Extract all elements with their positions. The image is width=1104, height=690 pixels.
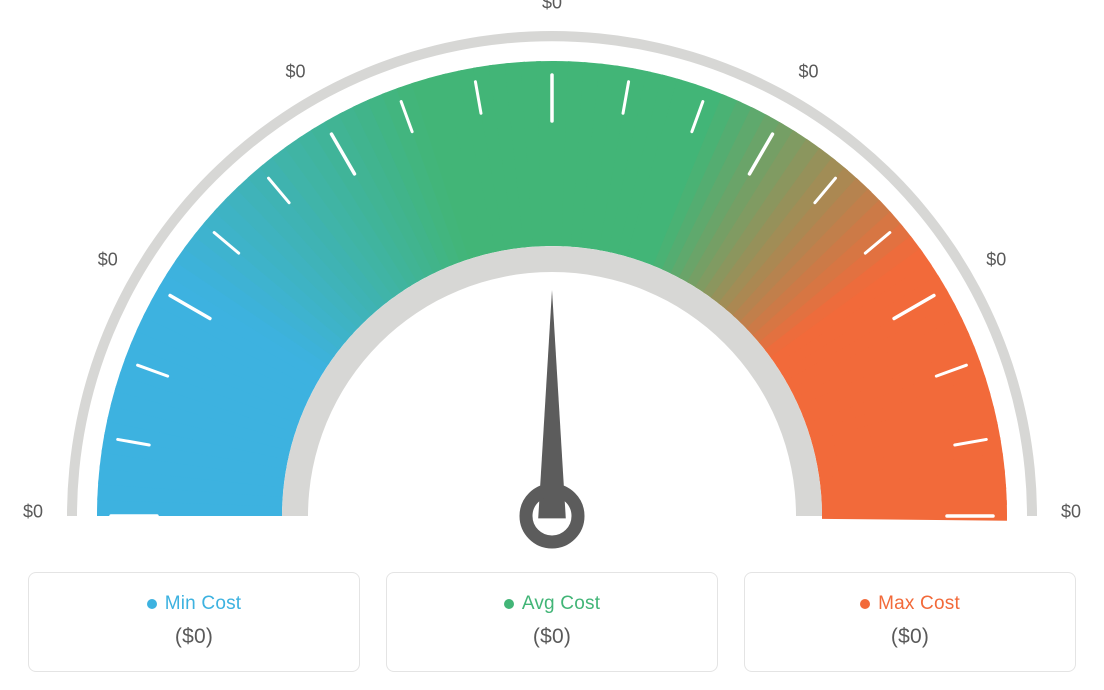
dot-icon bbox=[504, 599, 514, 609]
legend-card-max: Max Cost ($0) bbox=[744, 572, 1076, 672]
legend-title-avg: Avg Cost bbox=[504, 593, 600, 615]
legend-value-min: ($0) bbox=[175, 625, 213, 649]
legend-card-avg: Avg Cost ($0) bbox=[386, 572, 718, 672]
gauge-svg bbox=[0, 0, 1104, 560]
legend-title-max: Max Cost bbox=[860, 593, 960, 615]
legend-label-min: Min Cost bbox=[165, 593, 242, 615]
axis-label: $0 bbox=[98, 249, 118, 270]
axis-label: $0 bbox=[1061, 502, 1081, 523]
dot-icon bbox=[860, 599, 870, 609]
axis-label: $0 bbox=[542, 0, 562, 14]
axis-label: $0 bbox=[285, 61, 305, 82]
axis-label: $0 bbox=[798, 61, 818, 82]
dot-icon bbox=[147, 599, 157, 609]
legend-card-min: Min Cost ($0) bbox=[28, 572, 360, 672]
legend-value-max: ($0) bbox=[891, 625, 929, 649]
gauge-chart: $0 $0 $0 $0 $0 $0 $0 bbox=[0, 0, 1104, 560]
legend-label-max: Max Cost bbox=[878, 593, 960, 615]
legend-row: Min Cost ($0) Avg Cost ($0) Max Cost ($0… bbox=[28, 572, 1076, 672]
legend-label-avg: Avg Cost bbox=[522, 593, 600, 615]
axis-label: $0 bbox=[986, 249, 1006, 270]
legend-value-avg: ($0) bbox=[533, 625, 571, 649]
axis-label: $0 bbox=[23, 502, 43, 523]
legend-title-min: Min Cost bbox=[147, 593, 242, 615]
